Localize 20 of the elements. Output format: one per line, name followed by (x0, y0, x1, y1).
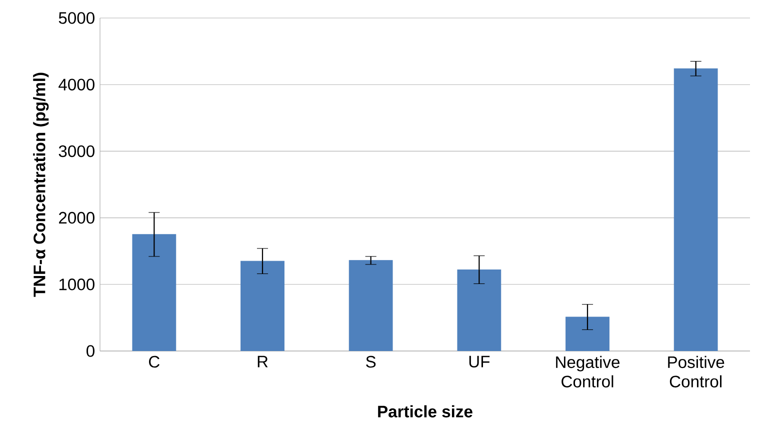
x-tick-label: R (258, 356, 268, 368)
x-axis-title: Particle size (378, 405, 472, 418)
bar (348, 260, 393, 351)
y-tick-label: 5000 (58, 12, 94, 24)
bar (674, 68, 718, 351)
bar (132, 234, 176, 351)
x-tick-label: Negative Control (556, 356, 620, 388)
y-tick-label: 3000 (58, 145, 94, 158)
y-tick-label: 0 (86, 345, 94, 357)
y-tick-label: 4000 (58, 78, 94, 90)
y-axis-title: TNF-α Concentration (pg/ml) (33, 72, 49, 297)
x-tick-label: S (366, 356, 376, 368)
x-tick-label: UF (469, 356, 490, 368)
y-tick-label: 1000 (59, 278, 94, 290)
y-tick-label: 2000 (58, 212, 94, 224)
bar (566, 316, 610, 351)
x-tick-label: Positive Control (668, 356, 724, 388)
bar (457, 269, 502, 351)
x-tick-label: C (149, 356, 160, 368)
bar (240, 260, 284, 351)
